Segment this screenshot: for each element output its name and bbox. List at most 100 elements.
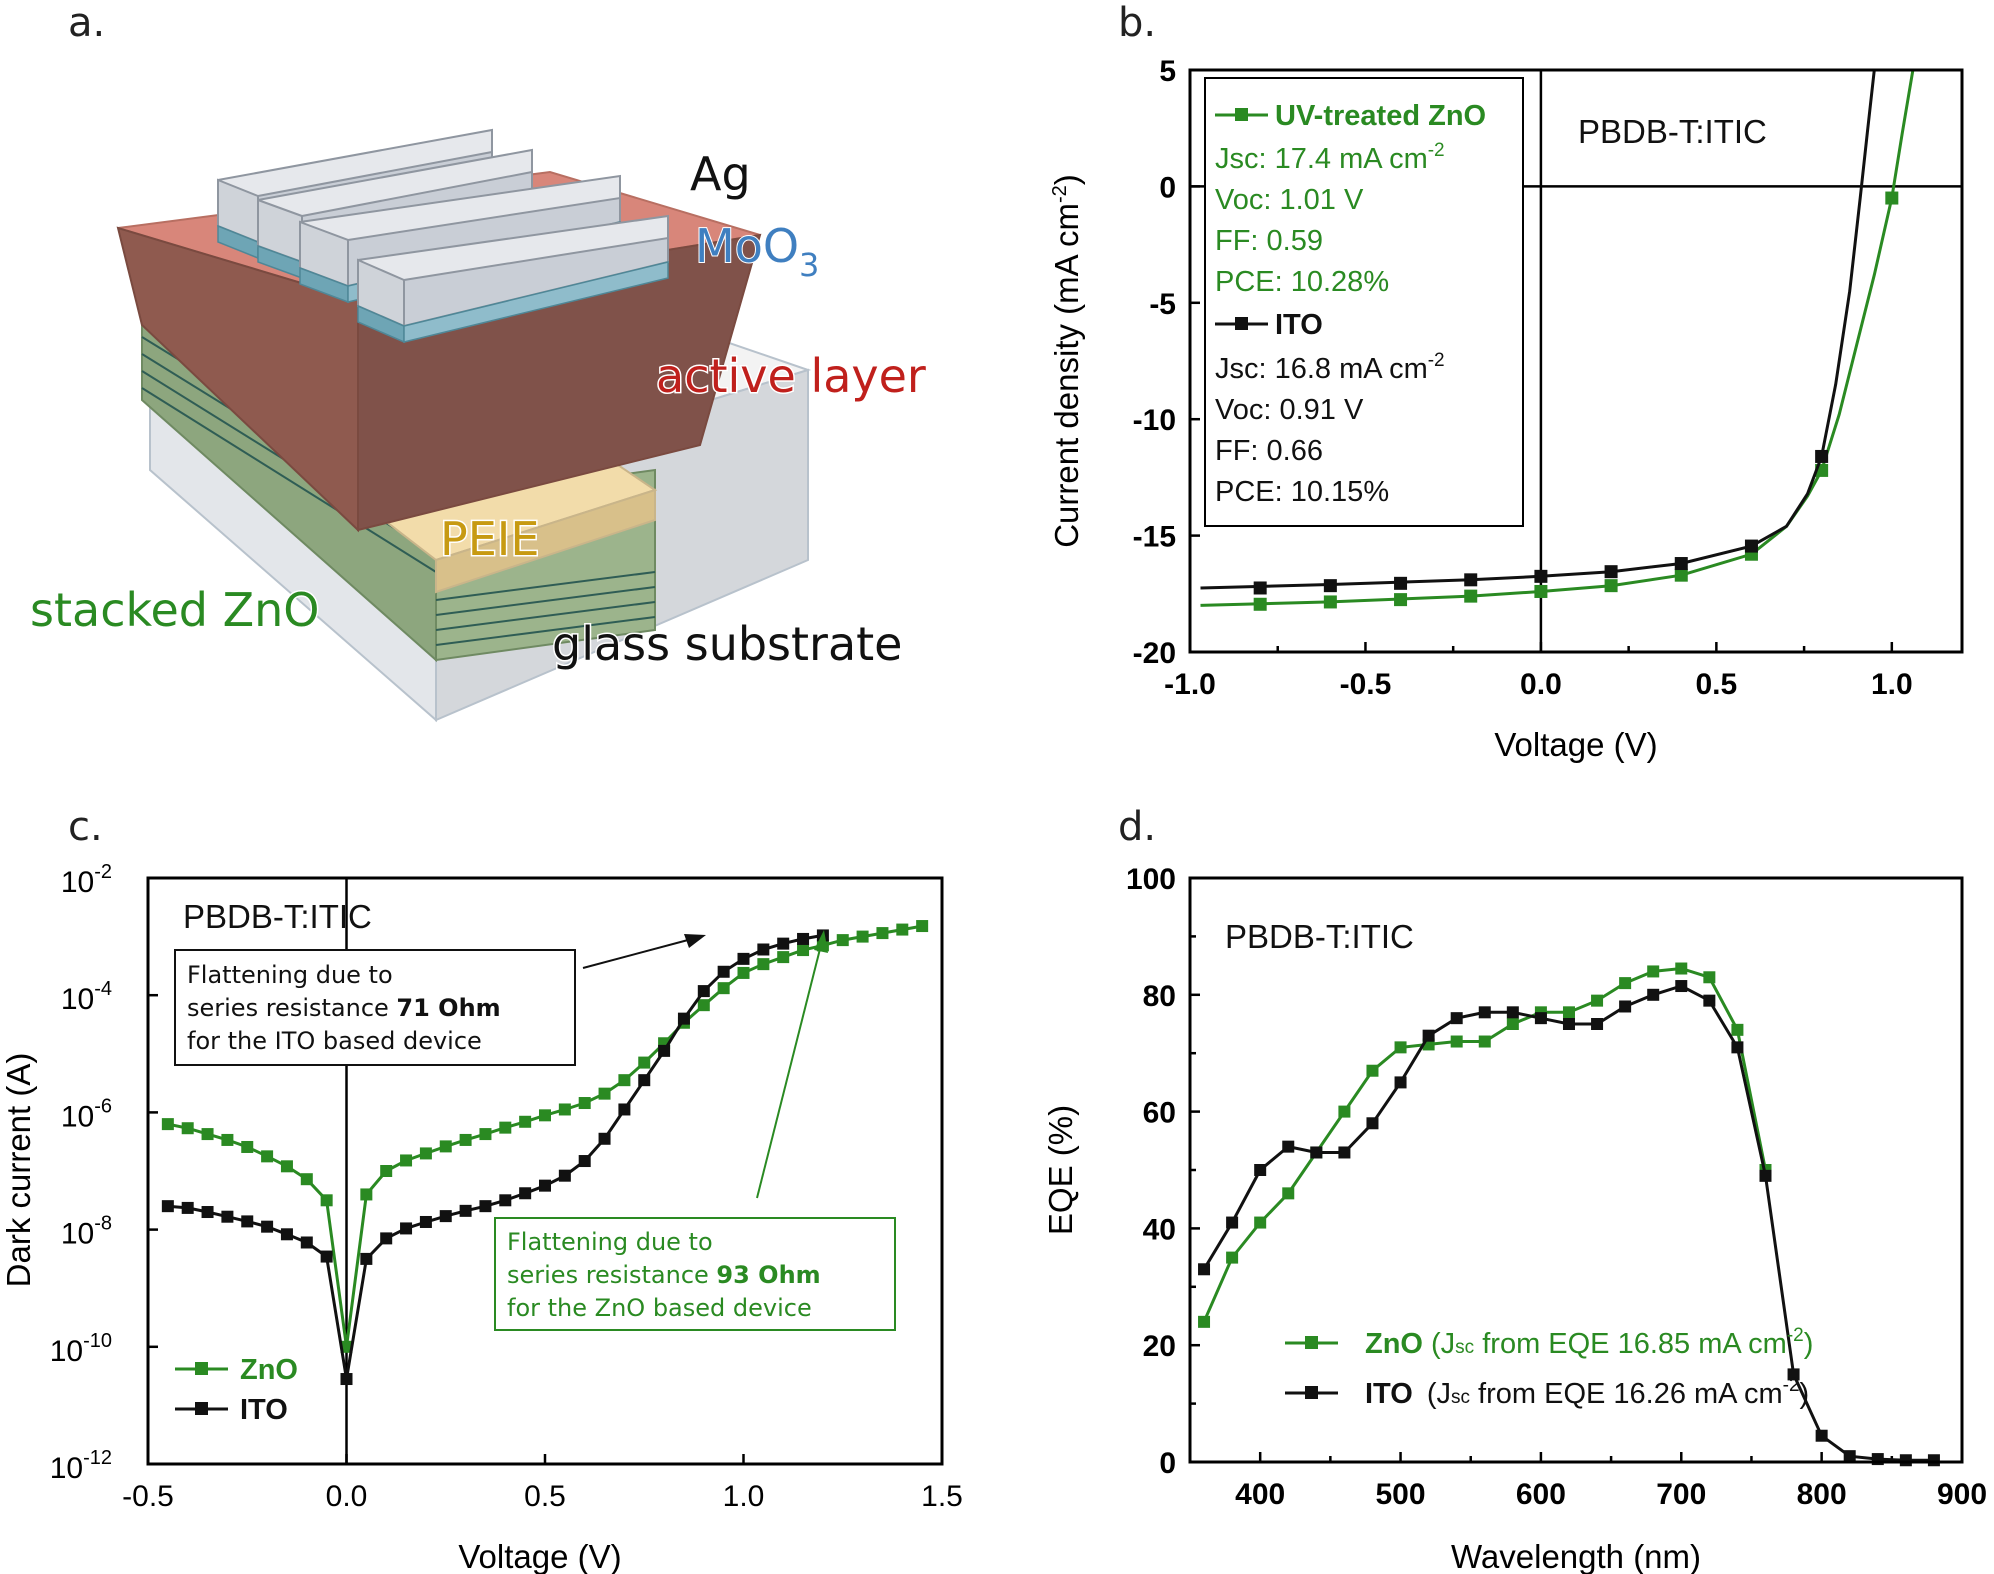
jv-chart: b. -1.0 -0.5 0.0 0.5 1.0 -20 -15 -10 -5 0 5 Voltag… (1048, 0, 1964, 763)
eqe-data-point (1506, 1006, 1519, 1019)
eqe-data-point (1198, 1315, 1211, 1328)
jv-legend-black-voc: Voc: 0.91 V (1215, 394, 1364, 426)
dark-current-data-point (519, 1115, 532, 1128)
eqe-data-point (1619, 1000, 1632, 1013)
panel-d-label: d. (1118, 804, 1156, 850)
jv-x-tick-label: 0.0 (1520, 668, 1562, 701)
dark-current-legend-green-marker (195, 1362, 208, 1375)
ito-annotation-arrowhead (684, 934, 706, 948)
device-schematic: a. (29, 0, 927, 723)
dark-current-data-point (737, 952, 750, 965)
eqe-data-point (1478, 1035, 1491, 1048)
eqe-data-point (1759, 1169, 1772, 1182)
eqe-data-point (1787, 1368, 1800, 1381)
dark-current-x-tick-label: 0.5 (524, 1480, 566, 1513)
eqe-x-tick-label: 700 (1656, 1478, 1706, 1511)
jv-legend-green-marker (1235, 108, 1248, 121)
dark-current-data-point (578, 1097, 591, 1110)
eqe-data-point (1591, 1018, 1604, 1030)
jv-data-point (1323, 579, 1337, 593)
eqe-data-point (1562, 1018, 1575, 1030)
jv-y-tick-label: -10 (1133, 404, 1176, 437)
jv-y-tick-label: -15 (1133, 521, 1176, 554)
moo3-label: MoO3 (695, 219, 819, 284)
jv-data-point (1534, 584, 1548, 598)
electrode-fingers (217, 128, 669, 344)
jv-x-tick-label: -0.5 (1340, 668, 1392, 701)
zno-annotation-box (494, 1217, 896, 1331)
eqe-x-tick-label: 500 (1376, 1478, 1426, 1511)
eqe-data-point (1478, 1006, 1491, 1019)
dark-current-data-point (916, 920, 929, 933)
eqe-chart: d. 400 500 600 700 800 900 0 20 40 60 80 100 Wavele… (1042, 804, 1987, 1574)
eqe-x-tick-label: 900 (1937, 1478, 1987, 1511)
dark-current-data-point (221, 1133, 234, 1146)
eqe-data-point (1394, 1076, 1407, 1089)
eqe-data-point (1731, 1041, 1744, 1054)
jv-data-point (1534, 569, 1548, 583)
eqe-series (1198, 962, 1940, 1467)
dark-current-data-point (717, 982, 730, 995)
jv-x-tick-label: -1.0 (1164, 668, 1216, 701)
eqe-data-point (1647, 988, 1660, 1001)
eqe-y-tick-label: 80 (1143, 980, 1176, 1013)
jv-data-point (1323, 595, 1337, 609)
eqe-legend-green-label: ZnO (Jsc from EQE 16.85 mA cm-2) (1365, 1325, 1813, 1360)
jv-legend-green-pce: PCE: 10.28% (1215, 266, 1389, 298)
dark-current-data-point (558, 1169, 571, 1182)
dark-current-data-point (261, 1150, 274, 1163)
eqe-data-point (1394, 1041, 1407, 1054)
jv-data-point (1604, 565, 1618, 579)
jv-legend-black-marker (1235, 317, 1248, 330)
eqe-x-tick-label: 400 (1235, 1478, 1285, 1511)
dark-current-legend-green-label: ZnO (240, 1354, 298, 1386)
dark-current-data-point (241, 1215, 254, 1228)
dark-current-data-point (638, 1056, 651, 1069)
dark-current-data-point (320, 1194, 333, 1207)
dark-current-plot-frame (146, 876, 944, 1466)
dark-current-x-tick-label: 0.0 (326, 1480, 368, 1513)
eqe-x-axis-title: Wavelength (nm) (1451, 1538, 1701, 1574)
dark-current-data-point (697, 985, 710, 998)
jv-data-point (1604, 579, 1618, 593)
dark-current-data-point (717, 965, 730, 978)
eqe-data-point (1815, 1429, 1828, 1442)
dark-current-data-point (400, 1222, 413, 1235)
dark-current-data-point (896, 923, 909, 936)
jv-legend-black-ff: FF: 0.66 (1215, 435, 1323, 467)
dark-current-data-point (777, 937, 790, 950)
dark-current-data-point (797, 944, 810, 957)
eqe-plot-frame (1188, 876, 1964, 1464)
eqe-legend-black-label: ITO (Jsc from EQE 16.26 mA cm-2) (1365, 1375, 1809, 1410)
zno-annotation-arrowhead (814, 930, 828, 953)
jv-y-tick-label: -20 (1133, 637, 1176, 670)
eqe-data-point (1450, 1035, 1463, 1048)
eqe-data-point (1591, 994, 1604, 1007)
dark-current-data-point (161, 1200, 174, 1213)
dark-current-data-point (757, 958, 770, 971)
dark-current-data-point (836, 934, 849, 947)
dark-current-data-point (479, 1128, 492, 1141)
ito-annotation-line1: Flattening due to (187, 961, 393, 989)
dark-current-data-point (677, 1012, 690, 1025)
dark-current-data-point (876, 927, 889, 940)
dark-current-y-tick-label: 10-4 (61, 978, 112, 1016)
eqe-data-point (1198, 1263, 1211, 1276)
dark-current-data-point (598, 1087, 611, 1100)
glass-substrate-label: glass substrate (552, 617, 902, 671)
jv-x-axis-title: Voltage (V) (1494, 726, 1657, 763)
dark-current-data-point (499, 1194, 512, 1207)
dark-current-data-point (558, 1103, 571, 1116)
dark-current-data-point (201, 1128, 214, 1141)
dark-current-data-point (459, 1133, 472, 1146)
eqe-data-point (1899, 1454, 1912, 1467)
eqe-data-point (1338, 1105, 1351, 1118)
dark-current-data-point (181, 1122, 194, 1135)
jv-data-point (1674, 568, 1688, 582)
dark-current-ticks: -0.5 0.0 0.5 1.0 1.5 10-12 10-10 10-8 10-6 10-4 10… (50, 861, 963, 1513)
eqe-data-point (1366, 1117, 1379, 1130)
dark-current-data-point (519, 1187, 532, 1200)
dark-current-series (161, 920, 929, 1386)
eqe-x-tick-label: 800 (1797, 1478, 1847, 1511)
